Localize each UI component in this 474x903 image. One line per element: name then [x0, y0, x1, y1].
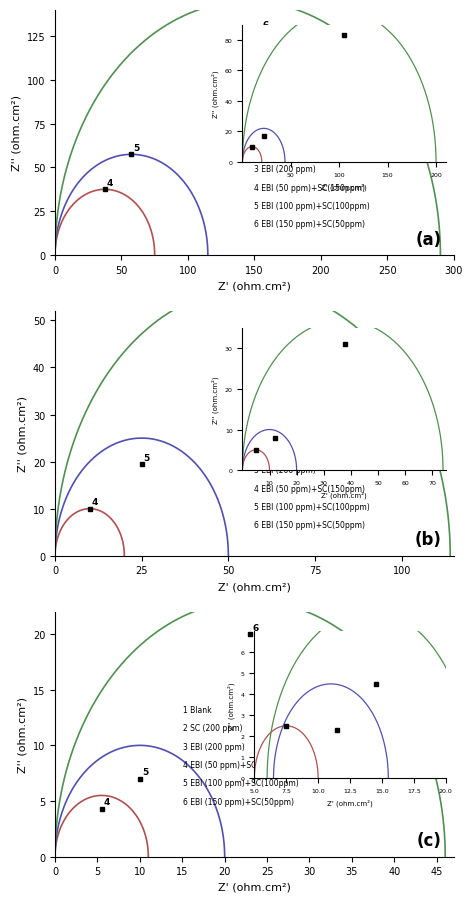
Y-axis label: Z'' (ohm.cm²): Z'' (ohm.cm²)	[18, 396, 27, 472]
Text: 4 EBI (50 ppm)+SC(150ppm): 4 EBI (50 ppm)+SC(150ppm)	[255, 183, 365, 192]
Text: 6: 6	[255, 329, 261, 338]
Text: 3 EBI (200 ppm): 3 EBI (200 ppm)	[182, 741, 244, 750]
Text: 3 EBI (200 ppm): 3 EBI (200 ppm)	[255, 165, 316, 174]
Text: 5: 5	[142, 768, 148, 777]
Text: 6 EBI (150 ppm)+SC(50ppm): 6 EBI (150 ppm)+SC(50ppm)	[182, 796, 293, 805]
Text: (a): (a)	[416, 230, 442, 248]
Text: 5 EBI (100 ppm)+SC(100ppm): 5 EBI (100 ppm)+SC(100ppm)	[182, 778, 298, 787]
X-axis label: Z' (ohm.cm²): Z' (ohm.cm²)	[218, 882, 291, 892]
Text: (b): (b)	[415, 531, 442, 549]
Text: 3 EBI (200 ppm): 3 EBI (200 ppm)	[255, 466, 316, 475]
Text: (c): (c)	[417, 832, 442, 850]
X-axis label: Z' (ohm.cm²): Z' (ohm.cm²)	[218, 582, 291, 591]
Text: 5 EBI (100 ppm)+SC(100ppm): 5 EBI (100 ppm)+SC(100ppm)	[255, 502, 370, 511]
Text: 1 Blank: 1 Blank	[255, 429, 283, 438]
Text: 5: 5	[144, 453, 150, 462]
Text: 4: 4	[104, 797, 110, 806]
Text: 1 Blank: 1 Blank	[255, 128, 283, 137]
Text: 2 SC (200 ppm): 2 SC (200 ppm)	[255, 447, 314, 456]
Y-axis label: Z'' (ohm.cm²): Z'' (ohm.cm²)	[18, 696, 27, 772]
Text: 1 Blank: 1 Blank	[182, 705, 211, 714]
Text: 4 EBI (50 ppm)+SC(150ppm): 4 EBI (50 ppm)+SC(150ppm)	[255, 484, 365, 493]
Text: 6: 6	[263, 21, 269, 30]
Text: 2 SC (200 ppm): 2 SC (200 ppm)	[255, 147, 314, 156]
Text: 5 EBI (100 ppm)+SC(100ppm): 5 EBI (100 ppm)+SC(100ppm)	[255, 201, 370, 210]
Text: 6: 6	[252, 623, 258, 632]
Text: 4 EBI (50 ppm)+SC(150ppm): 4 EBI (50 ppm)+SC(150ppm)	[182, 760, 293, 769]
Text: 5: 5	[133, 144, 140, 153]
Text: 6 EBI (150 ppm)+SC(50ppm): 6 EBI (150 ppm)+SC(50ppm)	[255, 220, 365, 229]
X-axis label: Z' (ohm.cm²): Z' (ohm.cm²)	[218, 281, 291, 291]
Text: 6 EBI (150 ppm)+SC(50ppm): 6 EBI (150 ppm)+SC(50ppm)	[255, 521, 365, 530]
Text: 4: 4	[107, 179, 113, 188]
Text: 4: 4	[91, 498, 98, 507]
Y-axis label: Z'' (ohm.cm²): Z'' (ohm.cm²)	[11, 96, 21, 172]
Text: 2 SC (200 ppm): 2 SC (200 ppm)	[182, 723, 242, 732]
